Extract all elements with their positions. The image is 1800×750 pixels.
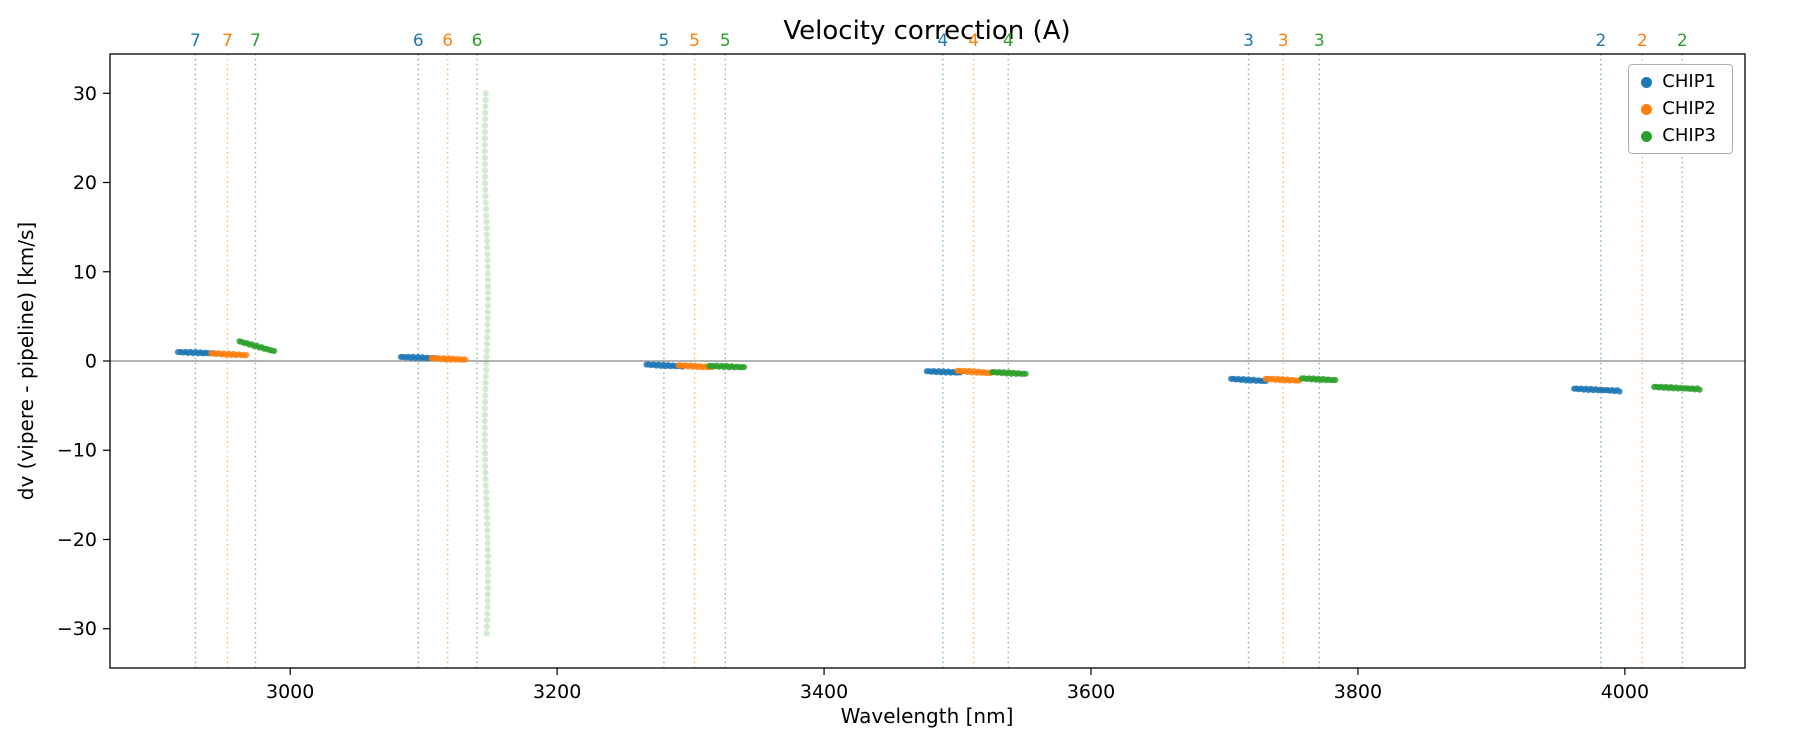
svg-text:5: 5 — [689, 31, 700, 51]
svg-text:4: 4 — [1003, 31, 1014, 51]
svg-text:3400: 3400 — [800, 681, 848, 703]
svg-text:10: 10 — [73, 261, 97, 283]
svg-text:6: 6 — [442, 31, 453, 51]
svg-text:−30: −30 — [57, 618, 97, 640]
svg-text:0: 0 — [85, 351, 97, 373]
svg-text:2: 2 — [1637, 31, 1648, 51]
svg-text:5: 5 — [720, 31, 731, 51]
svg-text:4: 4 — [937, 31, 948, 51]
svg-text:2: 2 — [1677, 31, 1688, 51]
legend-label-chip2: CHIP2 — [1662, 98, 1716, 119]
svg-text:7: 7 — [190, 31, 201, 51]
svg-text:4: 4 — [968, 31, 979, 51]
svg-text:−10: −10 — [57, 440, 97, 462]
svg-text:4000: 4000 — [1601, 681, 1649, 703]
legend-label-chip1: CHIP1 — [1662, 71, 1716, 92]
svg-text:3000: 3000 — [266, 681, 314, 703]
svg-text:3600: 3600 — [1067, 681, 1115, 703]
svg-text:3: 3 — [1243, 31, 1254, 51]
svg-text:7: 7 — [250, 31, 261, 51]
svg-text:3200: 3200 — [533, 681, 581, 703]
legend-label-chip3: CHIP3 — [1662, 125, 1716, 146]
legend: CHIP1 CHIP2 CHIP3 — [1628, 64, 1733, 154]
legend-item-chip2: CHIP2 — [1641, 100, 1716, 118]
chip3-marker-icon — [1641, 130, 1653, 142]
svg-text:3800: 3800 — [1334, 681, 1382, 703]
svg-text:6: 6 — [413, 31, 424, 51]
svg-text:3: 3 — [1314, 31, 1325, 51]
legend-item-chip3: CHIP3 — [1641, 127, 1716, 145]
svg-text:30: 30 — [73, 83, 97, 105]
svg-text:7: 7 — [222, 31, 233, 51]
x-axis-label: Wavelength [nm] — [840, 704, 1014, 728]
svg-text:5: 5 — [658, 31, 669, 51]
svg-text:−20: −20 — [57, 529, 97, 551]
svg-text:3: 3 — [1278, 31, 1289, 51]
chip2-marker-icon — [1641, 103, 1653, 115]
chip1-marker-icon — [1641, 76, 1653, 88]
svg-text:6: 6 — [472, 31, 483, 51]
legend-item-chip1: CHIP1 — [1641, 73, 1716, 91]
chart-title: Velocity correction (A) — [783, 16, 1071, 46]
svg-text:20: 20 — [73, 172, 97, 194]
svg-text:2: 2 — [1595, 31, 1606, 51]
